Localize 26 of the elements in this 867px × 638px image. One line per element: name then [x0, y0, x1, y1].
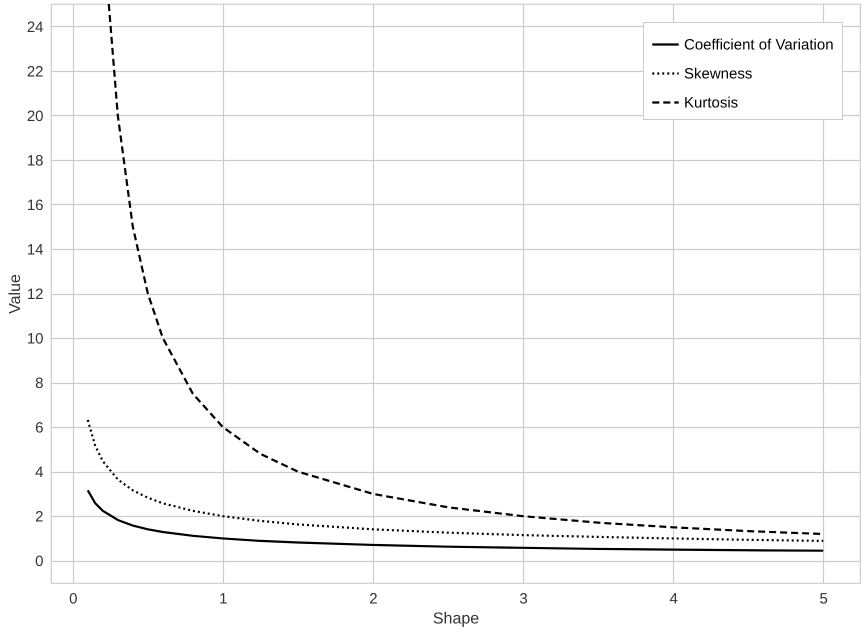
y-tick-label: 2	[35, 508, 44, 526]
x-axis-title: Shape	[432, 610, 480, 628]
y-tick-label: 4	[35, 464, 44, 482]
y-tick-label: 18	[26, 152, 44, 170]
y-tick-label: 14	[26, 241, 44, 258]
y-tick-label: 16	[26, 196, 44, 214]
legend-label: Kurtosis	[684, 94, 738, 112]
x-tick-label: 3	[519, 590, 528, 608]
y-tick-label: 8	[35, 375, 44, 392]
y-tick-label: 12	[26, 286, 44, 303]
y-tick-label: 20	[26, 108, 44, 125]
line-series	[86, 489, 824, 552]
x-tick-label: 4	[669, 590, 678, 608]
x-tick-label: 2	[369, 590, 378, 608]
line-series	[86, 418, 824, 542]
x-tick-label: 5	[820, 590, 828, 608]
x-tick-label: 1	[219, 590, 228, 608]
legend-label: Skewness	[684, 66, 752, 82]
y-tick-label: 0	[35, 553, 44, 570]
y-axis-title: Value	[6, 274, 24, 314]
y-tick-label: 24	[26, 18, 44, 36]
legend-label: Coefficient of Variation	[684, 36, 834, 54]
y-tick-label: 6	[35, 420, 44, 437]
y-tick-label: 22	[26, 63, 44, 80]
x-tick-label: 0	[69, 590, 78, 608]
y-tick-label: 10	[26, 330, 44, 348]
